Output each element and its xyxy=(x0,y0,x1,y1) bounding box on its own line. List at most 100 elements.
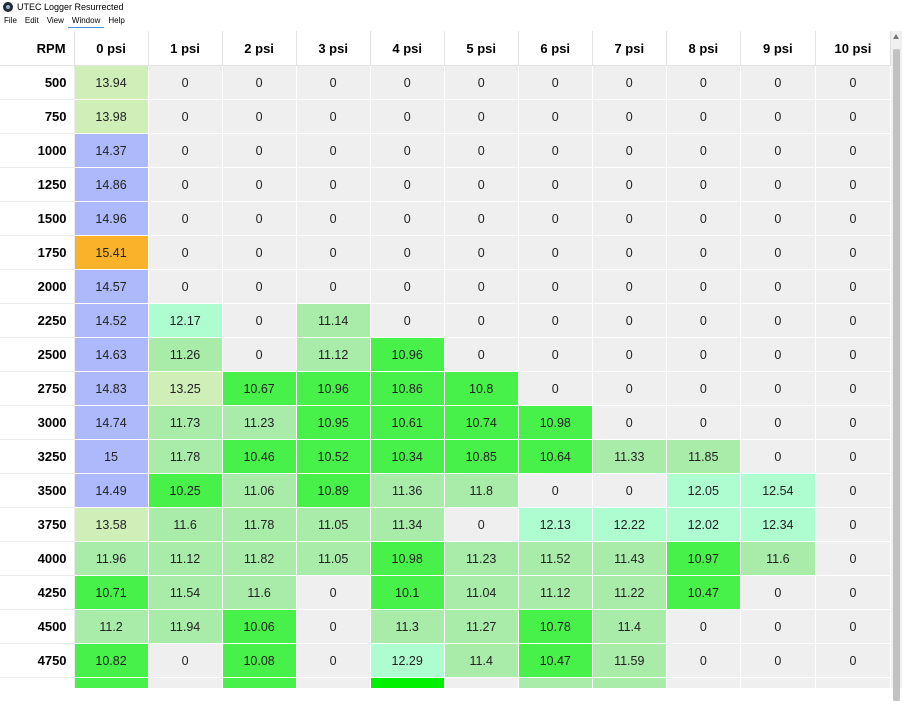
afr-cell[interactable]: 14.83 xyxy=(74,371,149,406)
afr-cell[interactable]: 13.58 xyxy=(74,507,149,542)
afr-cell[interactable]: 0 xyxy=(444,303,519,338)
afr-cell[interactable] xyxy=(666,677,741,688)
afr-cell[interactable]: 0 xyxy=(370,235,445,270)
afr-cell[interactable]: 11.4 xyxy=(592,609,667,644)
afr-cell[interactable]: 0 xyxy=(815,167,891,202)
afr-cell[interactable]: 11.22 xyxy=(592,575,667,610)
afr-cell[interactable]: 0 xyxy=(296,99,371,134)
afr-cell[interactable]: 10.85 xyxy=(444,439,519,474)
afr-cell[interactable]: 13.98 xyxy=(74,99,149,134)
afr-cell[interactable]: 0 xyxy=(740,575,816,610)
afr-cell[interactable]: 10.08 xyxy=(222,643,297,678)
afr-cell[interactable]: 0 xyxy=(444,201,519,236)
afr-cell[interactable]: 0 xyxy=(148,235,223,270)
column-header[interactable]: 1 psi xyxy=(148,31,223,66)
afr-cell[interactable]: 0 xyxy=(740,609,816,644)
afr-cell[interactable]: 11.26 xyxy=(148,337,223,372)
afr-cell[interactable]: 0 xyxy=(592,405,667,440)
afr-cell[interactable]: 14.63 xyxy=(74,337,149,372)
afr-cell[interactable]: 0 xyxy=(592,99,667,134)
afr-cell[interactable]: 0 xyxy=(666,235,741,270)
afr-cell[interactable]: 0 xyxy=(148,201,223,236)
column-header[interactable]: 4 psi xyxy=(370,31,445,66)
afr-cell[interactable]: 11.78 xyxy=(222,507,297,542)
afr-cell[interactable]: 14.37 xyxy=(74,133,149,168)
afr-cell[interactable]: 0 xyxy=(815,133,891,168)
afr-cell[interactable]: 0 xyxy=(592,269,667,304)
afr-cell[interactable] xyxy=(444,677,519,688)
afr-cell[interactable]: 0 xyxy=(518,201,593,236)
afr-cell[interactable]: 0 xyxy=(666,65,741,100)
afr-cell[interactable]: 11.2 xyxy=(74,609,149,644)
afr-cell[interactable]: 0 xyxy=(370,133,445,168)
afr-cell[interactable]: 0 xyxy=(518,65,593,100)
afr-cell[interactable]: 0 xyxy=(222,337,297,372)
afr-cell[interactable]: 0 xyxy=(666,303,741,338)
afr-cell[interactable]: 0 xyxy=(518,133,593,168)
afr-cell[interactable]: 10.96 xyxy=(370,337,445,372)
afr-cell[interactable]: 10.82 xyxy=(74,643,149,678)
afr-cell[interactable]: 11.96 xyxy=(74,541,149,576)
afr-cell[interactable]: 0 xyxy=(666,99,741,134)
afr-cell[interactable]: 0 xyxy=(296,235,371,270)
afr-cell[interactable]: 11.14 xyxy=(296,303,371,338)
afr-cell[interactable]: 11.33 xyxy=(592,439,667,474)
afr-cell[interactable]: 10.67 xyxy=(222,371,297,406)
afr-cell[interactable]: 0 xyxy=(592,337,667,372)
afr-cell[interactable]: 0 xyxy=(592,201,667,236)
afr-cell[interactable]: 0 xyxy=(666,133,741,168)
afr-cell[interactable]: 10.34 xyxy=(370,439,445,474)
afr-cell[interactable]: 0 xyxy=(666,201,741,236)
afr-cell[interactable]: 10.25 xyxy=(148,473,223,508)
afr-cell[interactable]: 11.12 xyxy=(518,575,593,610)
afr-cell[interactable]: 0 xyxy=(740,65,816,100)
afr-cell[interactable]: 11.4 xyxy=(444,643,519,678)
afr-table-view[interactable]: RPM 0 psi 1 psi 2 psi 3 psi 4 psi 5 psi 6 psi 7… xyxy=(0,31,891,688)
afr-cell[interactable]: 11.43 xyxy=(592,541,667,576)
afr-cell[interactable]: 0 xyxy=(296,133,371,168)
afr-cell[interactable]: 0 xyxy=(666,167,741,202)
column-header[interactable]: 9 psi xyxy=(740,31,816,66)
afr-cell[interactable]: 14.52 xyxy=(74,303,149,338)
menu-help[interactable]: Help xyxy=(108,16,125,25)
vertical-scrollbar[interactable] xyxy=(891,31,902,701)
afr-cell[interactable]: 10.71 xyxy=(74,575,149,610)
afr-cell[interactable]: 11.54 xyxy=(148,575,223,610)
afr-cell[interactable]: 0 xyxy=(815,201,891,236)
afr-cell[interactable]: 0 xyxy=(592,303,667,338)
afr-cell[interactable]: 0 xyxy=(592,371,667,406)
afr-cell[interactable]: 12.22 xyxy=(592,507,667,542)
afr-cell[interactable]: 11.85 xyxy=(666,439,741,474)
afr-cell[interactable]: 0 xyxy=(815,371,891,406)
afr-cell[interactable]: 11.23 xyxy=(444,541,519,576)
afr-cell[interactable]: 10.78 xyxy=(518,609,593,644)
afr-cell[interactable]: 0 xyxy=(296,609,371,644)
afr-cell[interactable]: 10.52 xyxy=(296,439,371,474)
column-header[interactable]: 10 psi xyxy=(815,31,891,66)
afr-cell[interactable]: 10.96 xyxy=(296,371,371,406)
afr-cell[interactable]: 0 xyxy=(592,133,667,168)
afr-cell[interactable]: 10.95 xyxy=(296,405,371,440)
afr-cell[interactable]: 11.05 xyxy=(296,507,371,542)
afr-cell[interactable]: 11.6 xyxy=(148,507,223,542)
afr-cell[interactable]: 11.27 xyxy=(444,609,519,644)
afr-cell[interactable]: 0 xyxy=(815,609,891,644)
afr-cell[interactable]: 0 xyxy=(518,371,593,406)
afr-cell[interactable]: 0 xyxy=(666,371,741,406)
afr-cell[interactable] xyxy=(74,677,149,688)
afr-cell[interactable]: 13.25 xyxy=(148,371,223,406)
afr-cell[interactable]: 0 xyxy=(666,269,741,304)
afr-cell[interactable]: 12.02 xyxy=(666,507,741,542)
column-header[interactable]: 7 psi xyxy=(592,31,667,66)
afr-cell[interactable]: 11.12 xyxy=(148,541,223,576)
afr-cell[interactable]: 0 xyxy=(296,269,371,304)
scroll-up-arrow-icon[interactable] xyxy=(893,34,899,39)
afr-cell[interactable]: 11.34 xyxy=(370,507,445,542)
afr-cell[interactable]: 0 xyxy=(222,303,297,338)
afr-cell[interactable]: 0 xyxy=(740,269,816,304)
afr-cell[interactable]: 0 xyxy=(666,609,741,644)
scroll-thumb[interactable] xyxy=(893,49,900,701)
afr-cell[interactable]: 10.98 xyxy=(518,405,593,440)
afr-cell[interactable]: 10.47 xyxy=(666,575,741,610)
afr-cell[interactable]: 13.94 xyxy=(74,65,149,100)
